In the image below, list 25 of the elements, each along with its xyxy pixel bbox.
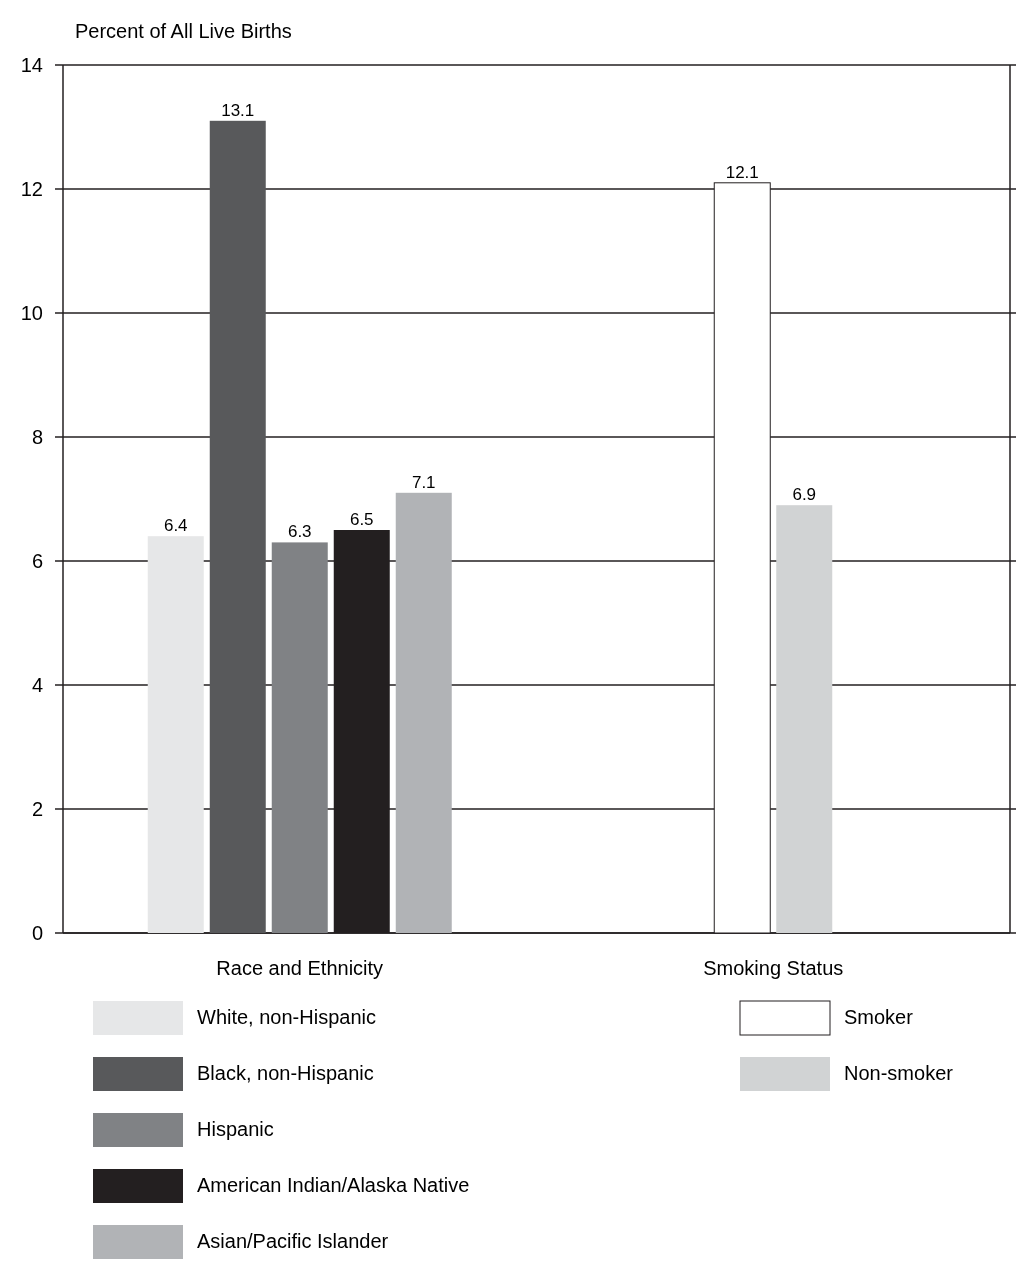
legend-label: Non-smoker — [844, 1062, 954, 1084]
legend-label: Hispanic — [197, 1118, 274, 1140]
data-label: 6.9 — [792, 485, 817, 505]
data-label: 12.1 — [725, 162, 759, 182]
x-tick-label: Smoking Status — [703, 957, 844, 979]
data-label: 6.5 — [349, 510, 374, 529]
y-tick-label: 0 — [31, 922, 43, 944]
x-tick-label: Race and Ethnicity — [216, 957, 384, 979]
data-label: 6.3 — [287, 522, 312, 542]
y-tick-label: 14 — [20, 54, 43, 76]
y-tick-label: 2 — [31, 798, 43, 820]
data-label: 13.1 — [221, 100, 255, 120]
legend-label: Asian/Pacific Islander — [197, 1230, 389, 1252]
legend-label: White, non-Hispanic — [197, 1006, 376, 1028]
y-tick-label: 4 — [31, 674, 43, 696]
y-tick-label: 12 — [20, 178, 43, 200]
legend-label: Smoker — [844, 1006, 914, 1028]
legend-label: Black, non-Hispanic — [197, 1062, 374, 1084]
data-label: 6.4 — [163, 516, 188, 536]
data-label: 7.1 — [411, 472, 436, 492]
y-tick-label: 10 — [20, 302, 43, 324]
y-tick-label: 6 — [31, 550, 43, 572]
legend-label: American Indian/Alaska Native — [197, 1174, 470, 1196]
y-axis-title: Percent of All Live Births — [75, 20, 292, 42]
y-tick-label: 8 — [31, 426, 43, 448]
